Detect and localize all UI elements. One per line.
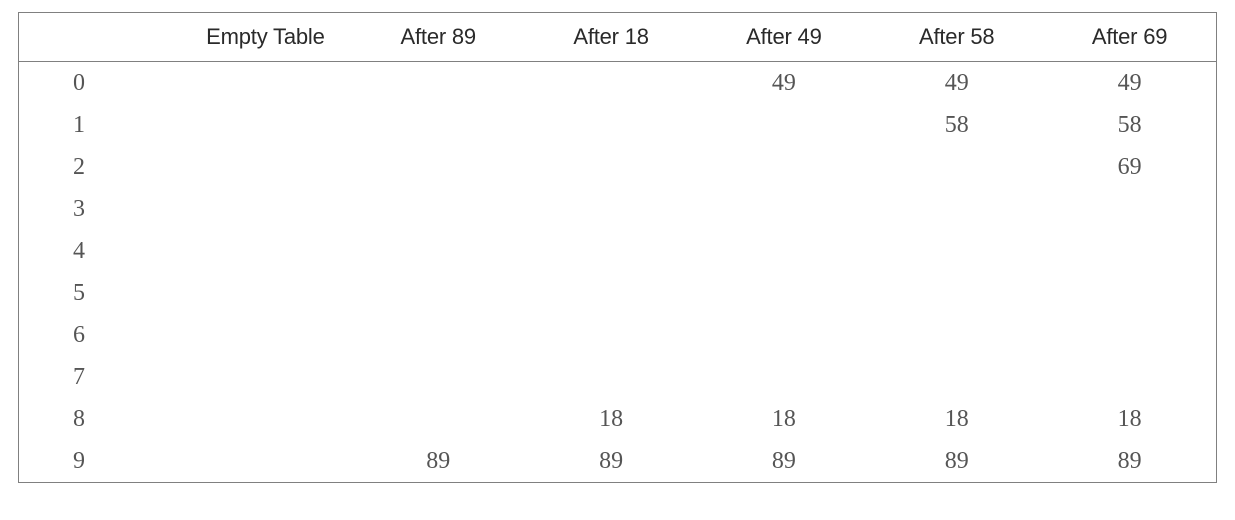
cell — [697, 272, 870, 314]
cell — [179, 104, 352, 146]
cell: 58 — [1043, 104, 1216, 146]
cell: 89 — [1043, 440, 1216, 482]
cell — [697, 146, 870, 188]
table-row: 3 — [19, 188, 1216, 230]
cell: 49 — [870, 62, 1043, 105]
cell: 69 — [1043, 146, 1216, 188]
table-row: 8 18 18 18 18 — [19, 398, 1216, 440]
cell: 18 — [525, 398, 698, 440]
cell — [870, 272, 1043, 314]
cell — [352, 188, 525, 230]
cell — [352, 398, 525, 440]
cell — [179, 188, 352, 230]
col-blank — [19, 13, 179, 62]
cell — [1043, 356, 1216, 398]
table-row: 7 — [19, 356, 1216, 398]
cell: 18 — [1043, 398, 1216, 440]
row-index: 4 — [19, 230, 179, 272]
cell — [697, 356, 870, 398]
row-index: 7 — [19, 356, 179, 398]
row-index: 6 — [19, 314, 179, 356]
cell — [179, 440, 352, 482]
table-row: 1 58 58 — [19, 104, 1216, 146]
table-row: 0 49 49 49 — [19, 62, 1216, 105]
cell: 89 — [870, 440, 1043, 482]
col-after-89: After 89 — [352, 13, 525, 62]
cell — [697, 230, 870, 272]
cell: 49 — [697, 62, 870, 105]
cell — [179, 62, 352, 105]
table-body: 0 49 49 49 1 58 58 2 — [19, 62, 1216, 483]
cell: 58 — [870, 104, 1043, 146]
hash-table: Empty Table After 89 After 18 After 49 A… — [19, 13, 1216, 482]
cell — [1043, 188, 1216, 230]
cell — [352, 230, 525, 272]
cell — [525, 104, 698, 146]
cell — [352, 104, 525, 146]
cell — [525, 62, 698, 105]
col-after-49: After 49 — [697, 13, 870, 62]
row-index: 1 — [19, 104, 179, 146]
row-index: 8 — [19, 398, 179, 440]
cell — [179, 314, 352, 356]
cell — [870, 188, 1043, 230]
cell: 18 — [870, 398, 1043, 440]
cell: 89 — [525, 440, 698, 482]
cell — [870, 230, 1043, 272]
cell: 89 — [697, 440, 870, 482]
cell — [1043, 230, 1216, 272]
cell — [352, 272, 525, 314]
cell: 18 — [697, 398, 870, 440]
cell — [697, 104, 870, 146]
col-after-58: After 58 — [870, 13, 1043, 62]
cell: 49 — [1043, 62, 1216, 105]
table-row: 9 89 89 89 89 89 — [19, 440, 1216, 482]
cell — [697, 314, 870, 356]
row-index: 5 — [19, 272, 179, 314]
cell — [179, 272, 352, 314]
table-row: 4 — [19, 230, 1216, 272]
cell — [179, 146, 352, 188]
cell — [179, 356, 352, 398]
cell — [870, 356, 1043, 398]
cell — [352, 314, 525, 356]
hash-table-frame: Empty Table After 89 After 18 After 49 A… — [18, 12, 1217, 483]
cell — [525, 272, 698, 314]
cell — [525, 146, 698, 188]
cell — [179, 398, 352, 440]
col-empty: Empty Table — [179, 13, 352, 62]
table-row: 5 — [19, 272, 1216, 314]
cell — [352, 146, 525, 188]
col-after-69: After 69 — [1043, 13, 1216, 62]
cell — [870, 314, 1043, 356]
row-index: 2 — [19, 146, 179, 188]
cell — [525, 314, 698, 356]
cell — [697, 188, 870, 230]
cell — [525, 188, 698, 230]
row-index: 0 — [19, 62, 179, 105]
cell — [352, 62, 525, 105]
cell — [525, 356, 698, 398]
cell — [179, 230, 352, 272]
table-row: 6 — [19, 314, 1216, 356]
row-index: 3 — [19, 188, 179, 230]
cell — [870, 146, 1043, 188]
col-after-18: After 18 — [525, 13, 698, 62]
cell — [1043, 314, 1216, 356]
cell — [1043, 272, 1216, 314]
cell — [525, 230, 698, 272]
cell: 89 — [352, 440, 525, 482]
table-row: 2 69 — [19, 146, 1216, 188]
row-index: 9 — [19, 440, 179, 482]
header-row: Empty Table After 89 After 18 After 49 A… — [19, 13, 1216, 62]
cell — [352, 356, 525, 398]
